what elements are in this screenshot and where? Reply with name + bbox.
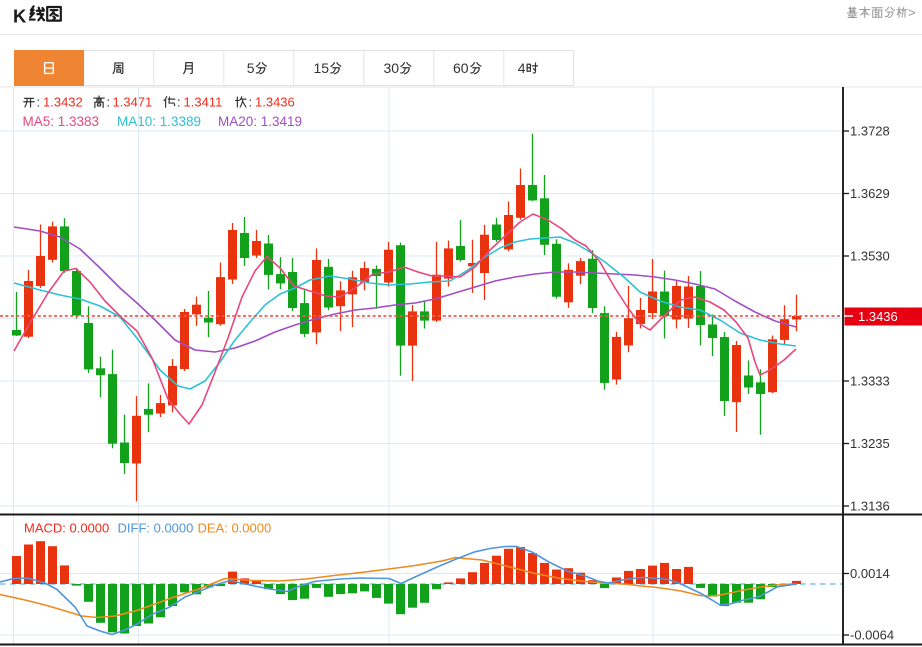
svg-text:1.3333: 1.3333: [850, 374, 890, 389]
svg-text:0.0014: 0.0014: [850, 566, 890, 581]
svg-text:1.3530: 1.3530: [850, 249, 890, 264]
svg-text:5: 5: [247, 60, 255, 76]
svg-text:>: >: [908, 5, 916, 20]
svg-text:30: 30: [384, 60, 400, 76]
svg-text:MA10: 1.3389: MA10: 1.3389: [117, 114, 201, 129]
svg-text:MACD: 0.0000: MACD: 0.0000: [24, 521, 109, 536]
svg-text:60: 60: [453, 60, 469, 76]
svg-text::: :: [107, 95, 111, 110]
svg-text:1.3436: 1.3436: [858, 309, 898, 324]
svg-text:15: 15: [314, 60, 330, 76]
svg-text:1.3432: 1.3432: [43, 95, 83, 110]
svg-text:MA5: 1.3383: MA5: 1.3383: [23, 114, 100, 129]
svg-text:1.3629: 1.3629: [850, 186, 890, 201]
svg-text::: :: [177, 95, 181, 110]
svg-text::: :: [37, 95, 41, 110]
svg-text:1.3411: 1.3411: [184, 95, 223, 110]
svg-text:1.3471: 1.3471: [113, 95, 153, 110]
svg-text::: :: [249, 95, 253, 110]
svg-text:DEA: 0.0000: DEA: 0.0000: [198, 521, 272, 536]
svg-text:1.3728: 1.3728: [850, 124, 890, 139]
svg-text:DIFF: 0.0000: DIFF: 0.0000: [118, 521, 194, 536]
svg-text:1.3136: 1.3136: [850, 499, 890, 514]
svg-text:K: K: [13, 6, 27, 27]
svg-text:1.3235: 1.3235: [850, 436, 890, 451]
svg-text:-0.0064: -0.0064: [850, 628, 894, 643]
svg-text:MA20: 1.3419: MA20: 1.3419: [218, 114, 302, 129]
svg-text:1.3436: 1.3436: [255, 95, 295, 110]
svg-text:4: 4: [518, 60, 526, 76]
